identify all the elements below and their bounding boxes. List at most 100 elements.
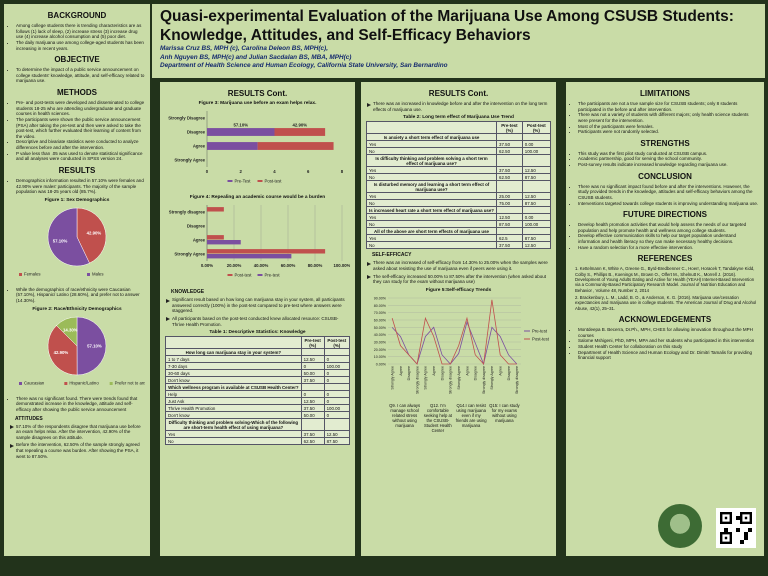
y-tick-label: 20.00% [374, 348, 387, 352]
category-label: Agree [193, 238, 206, 243]
bar [207, 249, 326, 254]
question-labels: Q9. I can always manage school related s… [388, 403, 521, 433]
note: There was an increased of self-efficacy … [366, 260, 551, 271]
category-label: Strongly Agree [174, 252, 205, 257]
table-cell: Yes [365, 192, 498, 201]
bullet: Post-survey results indicate increased k… [578, 162, 759, 168]
table-cell [300, 348, 325, 357]
bullet: Interventions targeted towards college s… [578, 201, 759, 207]
table-row: Yes 37.50 12.50 [365, 166, 552, 175]
category-label: Strongly Agree [174, 158, 205, 163]
bullet-list: The participants are not a true sample s… [571, 101, 759, 135]
table-cell [521, 133, 552, 142]
x-tick-label: Strongly Agree [490, 366, 494, 390]
x-tick-label: 8 [341, 169, 344, 174]
table-cell: 0.00 [521, 140, 552, 149]
table-cell: Is difficulty thinking and problem solvi… [365, 154, 498, 168]
table-cell: 7-30 days [165, 362, 302, 371]
bullet: The participants were shown the public s… [16, 117, 145, 140]
question-label: Q15: I can study for my exams without us… [489, 402, 520, 423]
pie-chart: 57.10% 42.90% 14.30% Caucasian Hispanic/Lati… [19, 316, 150, 385]
table-cell: Is increased heart rate a short term eff… [365, 206, 498, 215]
x-tick-label: 40.00% [254, 263, 269, 268]
table-cell: 0 [323, 397, 351, 406]
section-heading: REFERENCES [637, 254, 693, 264]
section-heading: RESULTS [58, 165, 96, 175]
bullet: P value less than .05 was used to denote… [16, 151, 145, 162]
table-cell: 0 [323, 369, 351, 378]
table-cell: 100.00 [521, 220, 552, 229]
section-heading: BACKGROUND [47, 11, 107, 20]
pie-chart: 42.90% 57.10% Females Males [19, 207, 107, 276]
y-tick-label: 40.00% [374, 333, 387, 337]
section-heading: LIMITATIONS [640, 89, 690, 98]
table-cell: 12.50 [521, 166, 552, 175]
bullet: Descriptive and bivariate statistics wer… [16, 139, 145, 150]
table-row: No 62.50 87.50 [165, 437, 351, 446]
table-cell: 87.50 [323, 437, 351, 446]
legend-label: Prefer not to answer [115, 380, 145, 385]
section-heading: RESULTS Cont. [428, 89, 489, 98]
legend-swatch [19, 272, 22, 276]
table-cell: Don't know [165, 411, 302, 420]
table-cell: 62.50 [300, 437, 325, 446]
bullet: There was no significant found. There we… [16, 396, 145, 413]
table-row: 1 to 7 days 12.50 0 [165, 355, 351, 364]
table-cell: Is disturbed memory and learning a short… [365, 180, 498, 194]
legend-label: Pre-Test [235, 178, 252, 183]
figure-caption: Figure 5:Self-efficacy Trends [425, 287, 492, 293]
table-cell: 75.00 [496, 199, 523, 208]
table-cell: Is anxiety a short term effect of mariju… [365, 133, 498, 142]
bullet-list: This study was the first pilot study con… [571, 151, 759, 168]
legend-label: Males [92, 271, 103, 276]
table-cell: 0 [323, 376, 351, 385]
x-tick-label: 4 [273, 169, 276, 174]
question-label: Q14.I can resist using marijuana even if… [455, 402, 487, 428]
y-tick-label: 0.00% [376, 362, 387, 366]
section-heading: OBJECTIVE [54, 55, 100, 65]
section-heading: RESULTS Cont. [227, 89, 288, 98]
bullet-list: There was no significant found. There we… [9, 396, 145, 413]
table-cell: How long can marijuana stay in your syst… [165, 348, 302, 357]
bar-segment [274, 128, 326, 136]
bar [207, 207, 224, 212]
table-cell: No [365, 199, 498, 208]
bar-segment [207, 128, 275, 136]
qr-code [716, 508, 756, 548]
column: RESULTS Cont. Figure 3: Marijuana use bef… [160, 82, 355, 556]
pie-slice [47, 207, 90, 266]
pie-slice [76, 316, 107, 375]
table-cell: Don't know [165, 376, 302, 385]
table-cell: 100.00 [521, 147, 552, 156]
x-tick-label: Disagree [474, 366, 478, 380]
category-label: Disagree [187, 224, 206, 229]
bullet-list: Develop health promotion activities that… [571, 222, 759, 250]
header-row: Pre-test (%) Post-test (%) [165, 336, 351, 350]
subheading: KNOWLEDGE [171, 289, 205, 295]
table-cell: 62.5 [496, 234, 523, 243]
question-label: Q12. I'm comfortable seeking help at the… [423, 402, 452, 433]
legend-label: Caucasian [24, 380, 45, 385]
table-cell: 37.50 [496, 140, 523, 149]
column: BACKGROUND Among college students there i… [4, 4, 150, 556]
table-row: 30-60 days 50.00 0 [165, 369, 351, 378]
table-cell: Yes [365, 140, 498, 149]
header-cell: Post-test (%) [521, 121, 552, 135]
legend-label: Pre-test [532, 328, 548, 333]
reference: 2. Brackenbury, L. M., Ladd, B. O., & An… [575, 295, 757, 311]
x-tick-label: 80.00% [308, 263, 323, 268]
legend-label: Females [24, 271, 40, 276]
table-row: Which wellness program is available at C… [165, 383, 351, 392]
table-row: Is anxiety a short term effect of mariju… [365, 133, 552, 142]
line-chart: 0.00% 10.00% 20.00% 30.00% 40.00% 50.00% 60.00… [374, 296, 550, 393]
table-caption: Table 2: Long term effect of Marijuana U… [403, 115, 514, 121]
bullet: Among college students there is trending… [16, 23, 145, 40]
annotation: 57.10% [233, 123, 248, 128]
header: Quasi-experimental Evaluation of the Mar… [152, 4, 765, 78]
table-cell [521, 154, 552, 168]
x-tick-label: Agree [465, 366, 469, 376]
bullet: This study was the first pilot study con… [578, 151, 759, 157]
y-tick-label: 10.00% [374, 355, 387, 359]
section-heading: ACKNOWLEDGEMENTS [618, 315, 712, 325]
x-tick-label: Agree [499, 366, 503, 376]
